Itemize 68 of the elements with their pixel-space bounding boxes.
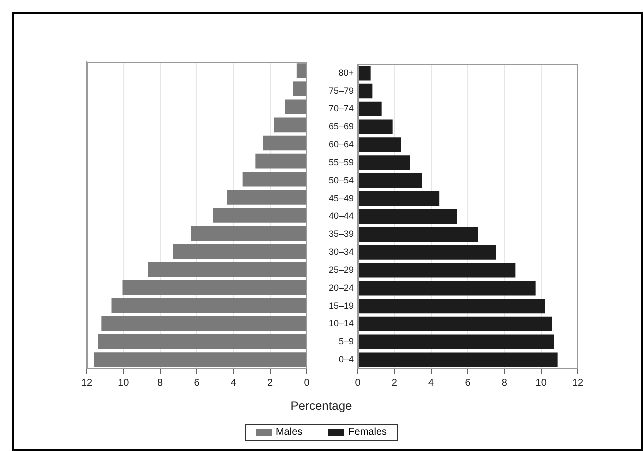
legend-label: Females (348, 427, 388, 438)
y-tick-label: 70–74 (328, 104, 354, 114)
x-tick-label: 4 (230, 378, 237, 389)
bar (358, 84, 373, 99)
x-tick-label: 0 (304, 378, 310, 389)
x-tick-label: 6 (194, 378, 200, 389)
bar (358, 102, 382, 117)
bar (358, 156, 410, 170)
bar (173, 244, 306, 260)
y-tick-label: 45–49 (328, 193, 354, 204)
y-tick-label: 30–34 (328, 247, 354, 258)
y-tick-label: 20–24 (328, 282, 354, 293)
bar (148, 262, 306, 278)
x-axis-title: Percentage (290, 399, 354, 413)
bar (358, 281, 536, 296)
y-tick-label: 75–79 (328, 86, 354, 96)
x-tick-label: 12 (81, 378, 93, 389)
bar (263, 136, 306, 151)
y-tick-label: 50–54 (328, 175, 354, 186)
x-tick-label: 0 (355, 378, 362, 389)
x-tick-label: 10 (118, 378, 130, 389)
y-tick-label: 5–9 (338, 336, 354, 347)
legend-label: Males (274, 427, 303, 438)
y-tick-label: 65–69 (328, 122, 354, 132)
bar (358, 245, 496, 260)
x-tick-label: 8 (502, 378, 508, 389)
bar (358, 120, 393, 134)
x-tick-label: 2 (268, 378, 274, 389)
bar (358, 227, 478, 242)
bar (98, 334, 306, 350)
x-tick-label: 6 (465, 378, 472, 389)
bar (285, 100, 306, 115)
bar (242, 172, 306, 187)
y-tick-label: 55–59 (328, 157, 354, 168)
bar (358, 174, 422, 188)
bar (358, 334, 554, 350)
bar (274, 118, 306, 133)
bar (256, 154, 306, 169)
bar (358, 209, 457, 224)
bar (192, 226, 306, 241)
y-tick-label: 80+ (338, 68, 354, 78)
bar (358, 298, 545, 314)
bar (358, 66, 371, 81)
x-tick-label: 10 (536, 378, 548, 389)
y-tick-label: 10–14 (328, 318, 354, 329)
bar (122, 280, 306, 296)
bar (112, 298, 306, 314)
bar (296, 64, 306, 78)
bar (358, 352, 558, 368)
x-tick-label: 4 (428, 378, 435, 389)
y-tick-label: 40–44 (328, 211, 354, 222)
bar (293, 82, 306, 96)
bar (358, 138, 402, 152)
bar (358, 263, 516, 278)
y-tick-label: 60–64 (328, 140, 354, 150)
y-tick-label: 35–39 (328, 229, 354, 240)
bar (94, 352, 306, 368)
bar (358, 316, 552, 332)
bar (358, 191, 440, 206)
bar (227, 190, 306, 205)
y-tick-label: 15–19 (328, 300, 354, 311)
x-tick-label: 12 (572, 378, 584, 389)
bar (214, 208, 306, 223)
y-tick-label: 0–4 (338, 354, 354, 365)
bar (102, 316, 306, 332)
x-tick-label: 2 (392, 378, 398, 389)
y-tick-label: 25–29 (328, 264, 354, 275)
x-tick-label: 8 (158, 378, 164, 389)
